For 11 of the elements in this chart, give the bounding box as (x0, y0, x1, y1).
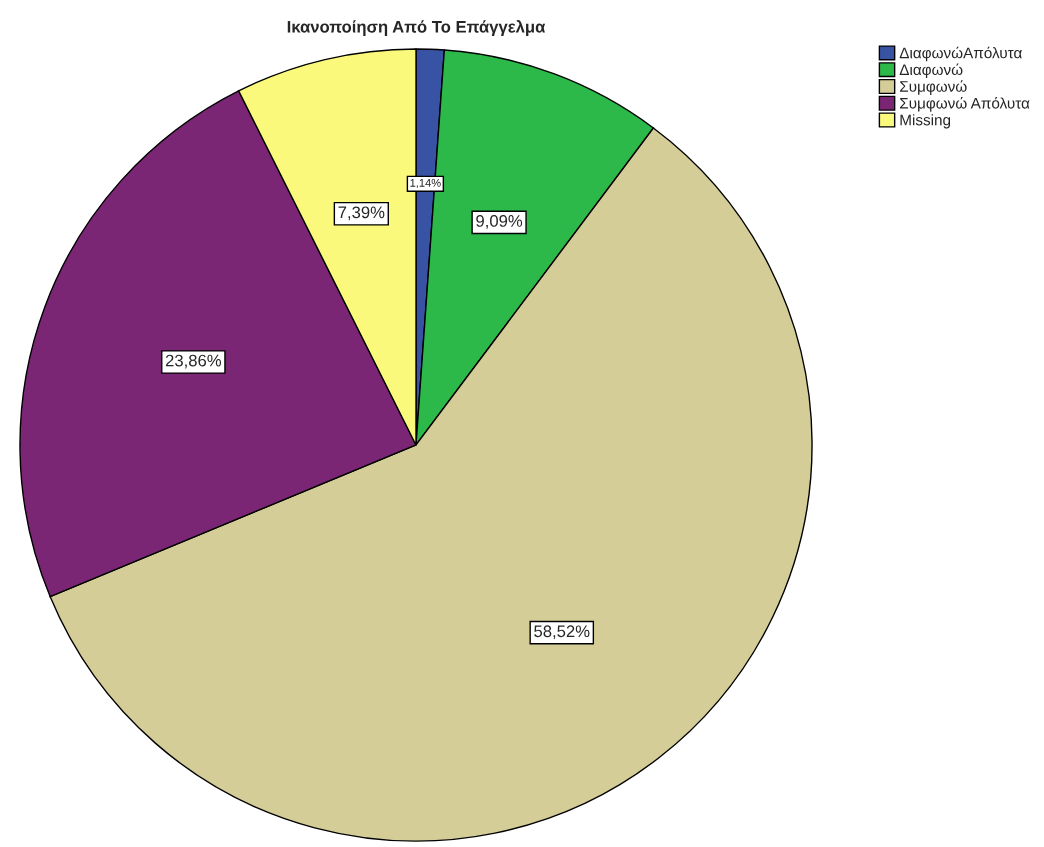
data-label: 23,86% (165, 354, 222, 369)
data-label: 58,52% (534, 625, 590, 640)
data-label: 9,09% (476, 215, 523, 229)
legend-label: Διαφωνώ (899, 63, 963, 79)
legend-label: Missing (900, 114, 951, 129)
legend-label: Συμφωνώ Απόλυτα (900, 96, 1030, 112)
legend-label: Συμφωνώ (900, 80, 967, 95)
data-label: 7,39% (338, 206, 385, 221)
data-label: 1,14% (410, 178, 441, 189)
legend-label: ΔιαφωνώΑπόλυτα (899, 46, 1022, 62)
chart-title: Ικανοποίηση Από Το Επάγγελμα (287, 20, 546, 36)
